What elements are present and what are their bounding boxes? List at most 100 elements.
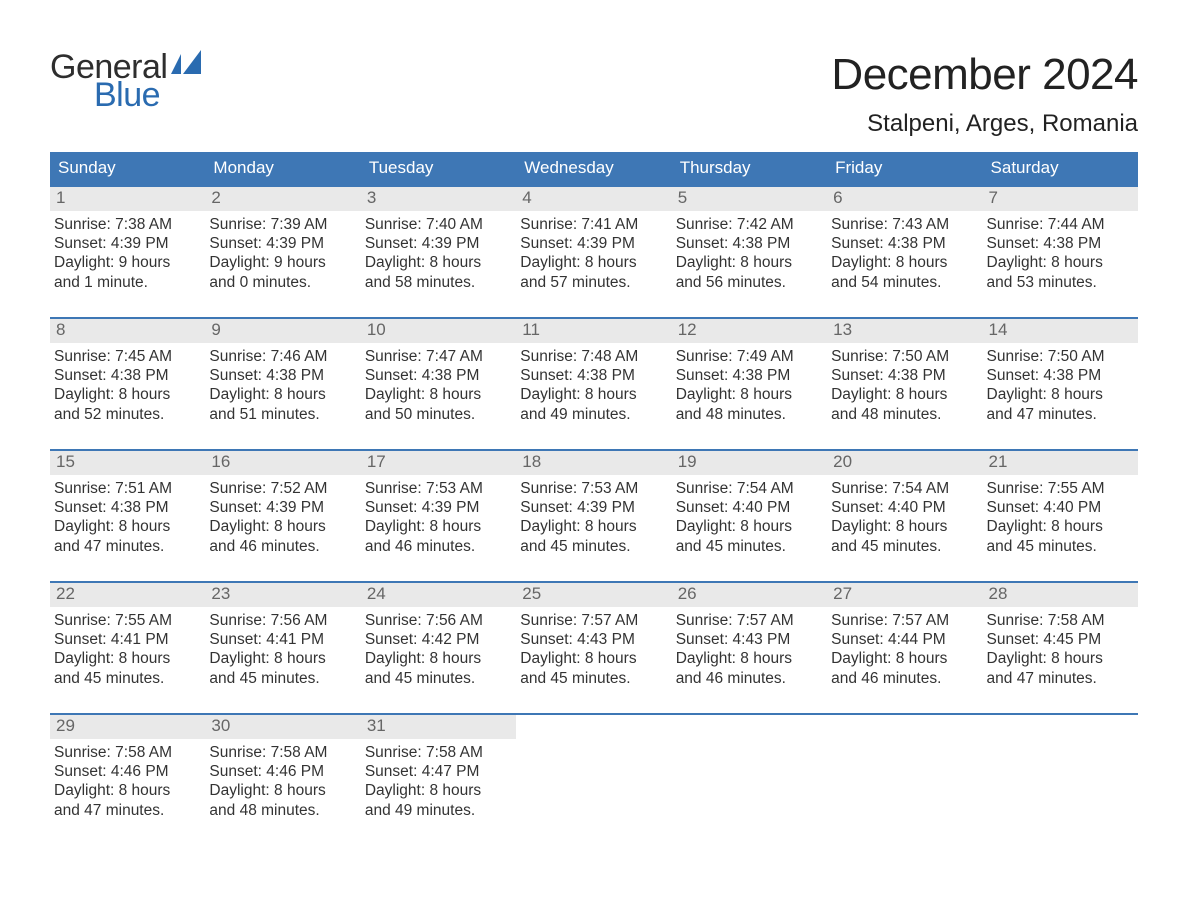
day-body: Sunrise: 7:57 AMSunset: 4:44 PMDaylight:… bbox=[827, 607, 982, 689]
day-body: Sunrise: 7:54 AMSunset: 4:40 PMDaylight:… bbox=[672, 475, 827, 557]
sunset-text: Sunset: 4:39 PM bbox=[209, 234, 356, 253]
day-body: Sunrise: 7:54 AMSunset: 4:40 PMDaylight:… bbox=[827, 475, 982, 557]
sunrise-text: Sunrise: 7:53 AM bbox=[365, 479, 512, 498]
day-number: 17 bbox=[361, 451, 516, 475]
daylight-line1: Daylight: 8 hours bbox=[987, 253, 1134, 272]
day-number: 16 bbox=[205, 451, 360, 475]
daylight-line1: Daylight: 8 hours bbox=[676, 253, 823, 272]
day-number: 19 bbox=[672, 451, 827, 475]
sunset-text: Sunset: 4:47 PM bbox=[365, 762, 512, 781]
day-number: 5 bbox=[672, 187, 827, 211]
week-row: 29Sunrise: 7:58 AMSunset: 4:46 PMDayligh… bbox=[50, 713, 1138, 827]
day-body: Sunrise: 7:47 AMSunset: 4:38 PMDaylight:… bbox=[361, 343, 516, 425]
sunrise-text: Sunrise: 7:44 AM bbox=[987, 215, 1134, 234]
sunrise-text: Sunrise: 7:38 AM bbox=[54, 215, 201, 234]
day-number: 12 bbox=[672, 319, 827, 343]
sunset-text: Sunset: 4:38 PM bbox=[987, 234, 1134, 253]
day-body: Sunrise: 7:57 AMSunset: 4:43 PMDaylight:… bbox=[516, 607, 671, 689]
sunset-text: Sunset: 4:39 PM bbox=[520, 234, 667, 253]
sunrise-text: Sunrise: 7:50 AM bbox=[831, 347, 978, 366]
weeks-container: 1Sunrise: 7:38 AMSunset: 4:39 PMDaylight… bbox=[50, 185, 1138, 827]
daylight-line1: Daylight: 8 hours bbox=[54, 649, 201, 668]
sunrise-text: Sunrise: 7:58 AM bbox=[987, 611, 1134, 630]
daylight-line1: Daylight: 8 hours bbox=[987, 517, 1134, 536]
day-number: 30 bbox=[205, 715, 360, 739]
day-body: Sunrise: 7:50 AMSunset: 4:38 PMDaylight:… bbox=[983, 343, 1138, 425]
day-number: 26 bbox=[672, 583, 827, 607]
daylight-line1: Daylight: 8 hours bbox=[831, 253, 978, 272]
daylight-line2: and 57 minutes. bbox=[520, 273, 667, 292]
day-cell: 20Sunrise: 7:54 AMSunset: 4:40 PMDayligh… bbox=[827, 451, 982, 563]
daylight-line2: and 45 minutes. bbox=[520, 669, 667, 688]
daylight-line1: Daylight: 9 hours bbox=[54, 253, 201, 272]
daylight-line2: and 46 minutes. bbox=[676, 669, 823, 688]
day-body: Sunrise: 7:41 AMSunset: 4:39 PMDaylight:… bbox=[516, 211, 671, 293]
day-body: Sunrise: 7:50 AMSunset: 4:38 PMDaylight:… bbox=[827, 343, 982, 425]
sunset-text: Sunset: 4:43 PM bbox=[676, 630, 823, 649]
day-number: 11 bbox=[516, 319, 671, 343]
day-body: Sunrise: 7:49 AMSunset: 4:38 PMDaylight:… bbox=[672, 343, 827, 425]
day-cell: 31Sunrise: 7:58 AMSunset: 4:47 PMDayligh… bbox=[361, 715, 516, 827]
daylight-line1: Daylight: 8 hours bbox=[987, 385, 1134, 404]
day-cell: 23Sunrise: 7:56 AMSunset: 4:41 PMDayligh… bbox=[205, 583, 360, 695]
daylight-line2: and 53 minutes. bbox=[987, 273, 1134, 292]
daylight-line1: Daylight: 8 hours bbox=[520, 517, 667, 536]
daylight-line2: and 46 minutes. bbox=[209, 537, 356, 556]
title-block: December 2024 Stalpeni, Arges, Romania bbox=[831, 50, 1138, 138]
day-cell bbox=[827, 715, 982, 827]
header: General Blue December 2024 Stalpeni, Arg… bbox=[50, 50, 1138, 138]
day-number: 21 bbox=[983, 451, 1138, 475]
logo-text-blue: Blue bbox=[94, 78, 205, 112]
day-body: Sunrise: 7:52 AMSunset: 4:39 PMDaylight:… bbox=[205, 475, 360, 557]
day-number: 22 bbox=[50, 583, 205, 607]
day-cell: 26Sunrise: 7:57 AMSunset: 4:43 PMDayligh… bbox=[672, 583, 827, 695]
day-cell: 29Sunrise: 7:58 AMSunset: 4:46 PMDayligh… bbox=[50, 715, 205, 827]
day-number: 13 bbox=[827, 319, 982, 343]
sunset-text: Sunset: 4:38 PM bbox=[54, 498, 201, 517]
day-cell bbox=[672, 715, 827, 827]
sunrise-text: Sunrise: 7:49 AM bbox=[676, 347, 823, 366]
sunset-text: Sunset: 4:39 PM bbox=[365, 498, 512, 517]
day-cell: 18Sunrise: 7:53 AMSunset: 4:39 PMDayligh… bbox=[516, 451, 671, 563]
day-cell bbox=[983, 715, 1138, 827]
day-body: Sunrise: 7:40 AMSunset: 4:39 PMDaylight:… bbox=[361, 211, 516, 293]
daylight-line1: Daylight: 8 hours bbox=[209, 385, 356, 404]
sunrise-text: Sunrise: 7:54 AM bbox=[831, 479, 978, 498]
sunset-text: Sunset: 4:39 PM bbox=[520, 498, 667, 517]
day-cell: 6Sunrise: 7:43 AMSunset: 4:38 PMDaylight… bbox=[827, 187, 982, 299]
daylight-line1: Daylight: 8 hours bbox=[676, 517, 823, 536]
daylight-line2: and 54 minutes. bbox=[831, 273, 978, 292]
daylight-line2: and 58 minutes. bbox=[365, 273, 512, 292]
sunset-text: Sunset: 4:45 PM bbox=[987, 630, 1134, 649]
daylight-line1: Daylight: 8 hours bbox=[676, 385, 823, 404]
daylight-line1: Daylight: 8 hours bbox=[54, 517, 201, 536]
daylight-line2: and 48 minutes. bbox=[831, 405, 978, 424]
day-body: Sunrise: 7:48 AMSunset: 4:38 PMDaylight:… bbox=[516, 343, 671, 425]
day-number: 31 bbox=[361, 715, 516, 739]
sunset-text: Sunset: 4:38 PM bbox=[676, 366, 823, 385]
day-cell bbox=[516, 715, 671, 827]
day-body: Sunrise: 7:58 AMSunset: 4:47 PMDaylight:… bbox=[361, 739, 516, 821]
sunset-text: Sunset: 4:38 PM bbox=[987, 366, 1134, 385]
daylight-line1: Daylight: 8 hours bbox=[365, 649, 512, 668]
sunrise-text: Sunrise: 7:54 AM bbox=[676, 479, 823, 498]
daylight-line1: Daylight: 8 hours bbox=[365, 517, 512, 536]
daylight-line2: and 52 minutes. bbox=[54, 405, 201, 424]
dow-saturday: Saturday bbox=[983, 152, 1138, 185]
calendar: Sunday Monday Tuesday Wednesday Thursday… bbox=[50, 152, 1138, 827]
day-number bbox=[983, 715, 1138, 739]
daylight-line2: and 45 minutes. bbox=[520, 537, 667, 556]
day-cell: 10Sunrise: 7:47 AMSunset: 4:38 PMDayligh… bbox=[361, 319, 516, 431]
day-body: Sunrise: 7:51 AMSunset: 4:38 PMDaylight:… bbox=[50, 475, 205, 557]
sunrise-text: Sunrise: 7:57 AM bbox=[831, 611, 978, 630]
sunset-text: Sunset: 4:38 PM bbox=[209, 366, 356, 385]
dow-wednesday: Wednesday bbox=[516, 152, 671, 185]
daylight-line1: Daylight: 8 hours bbox=[831, 517, 978, 536]
daylight-line2: and 56 minutes. bbox=[676, 273, 823, 292]
sunrise-text: Sunrise: 7:41 AM bbox=[520, 215, 667, 234]
daylight-line1: Daylight: 8 hours bbox=[520, 649, 667, 668]
sunrise-text: Sunrise: 7:47 AM bbox=[365, 347, 512, 366]
day-body: Sunrise: 7:38 AMSunset: 4:39 PMDaylight:… bbox=[50, 211, 205, 293]
daylight-line2: and 48 minutes. bbox=[209, 801, 356, 820]
daylight-line2: and 46 minutes. bbox=[365, 537, 512, 556]
